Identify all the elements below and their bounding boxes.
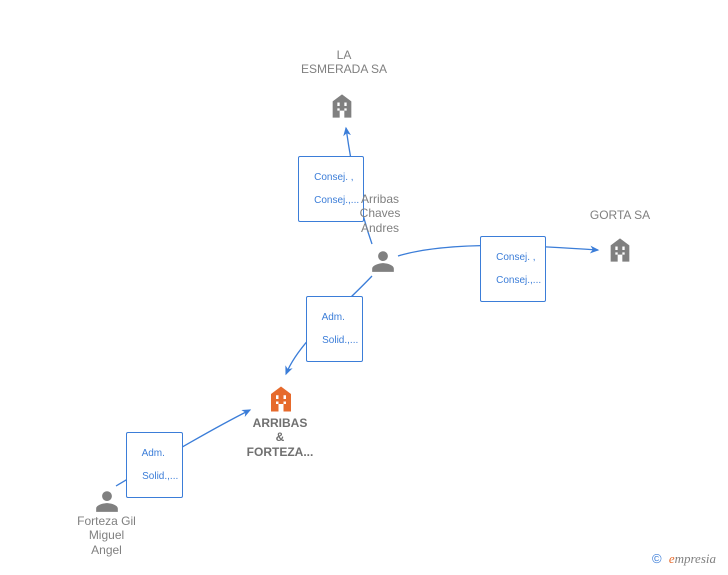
node-la-esmerada[interactable]: [328, 92, 356, 123]
network-diagram: Consej. , Consej.,... Consej. , Consej.,…: [0, 0, 728, 575]
node-label-line: &: [230, 430, 330, 444]
edge-label-line: Consej. ,: [496, 252, 535, 263]
edge-label-line: Consej. ,: [314, 172, 353, 183]
node-label-line: ARRIBAS: [230, 416, 330, 430]
node-gorta[interactable]: [606, 236, 634, 267]
building-icon: [606, 236, 634, 264]
node-label-line: FORTEZA...: [230, 445, 330, 459]
node-label-arribas-chaves: Arribas Chaves Andres: [350, 192, 410, 235]
copyright-symbol: ©: [652, 551, 662, 566]
node-label-line: Arribas: [350, 192, 410, 206]
edge-label-line: Solid.,...: [322, 335, 358, 346]
building-icon: [328, 92, 356, 120]
node-arribas-chaves[interactable]: [370, 248, 396, 277]
watermark: © empresia: [652, 551, 716, 567]
building-icon: [266, 384, 294, 412]
node-forteza-gil[interactable]: [94, 488, 120, 517]
node-label-line: Miguel: [64, 528, 149, 542]
node-label-gorta: GORTA SA: [578, 208, 662, 222]
edge-label-e3[interactable]: Adm. Solid.,...: [306, 296, 363, 362]
node-arribas-forteza[interactable]: [266, 384, 294, 417]
person-icon: [370, 248, 396, 274]
person-icon: [94, 488, 120, 514]
edge-label-e4[interactable]: Adm. Solid.,...: [126, 432, 183, 498]
node-label-la-esmerada: LA ESMERADA SA: [298, 48, 390, 77]
edge-label-line: Consej.,...: [496, 275, 541, 286]
edge-label-line: Adm.: [322, 312, 345, 323]
node-label-arribas-forteza: ARRIBAS & FORTEZA...: [230, 416, 330, 459]
edge-label-line: Solid.,...: [142, 471, 178, 482]
edge-label-line: Adm.: [142, 448, 165, 459]
node-label-line: Forteza Gil: [64, 514, 149, 528]
node-label-line: Chaves: [350, 206, 410, 220]
brand-rest: mpresia: [675, 551, 716, 566]
node-label-line: LA: [298, 48, 390, 62]
node-label-line: Angel: [64, 543, 149, 557]
node-label-line: GORTA SA: [578, 208, 662, 222]
node-label-forteza-gil: Forteza Gil Miguel Angel: [64, 514, 149, 557]
edge-label-e2[interactable]: Consej. , Consej.,...: [480, 236, 546, 302]
node-label-line: Andres: [350, 221, 410, 235]
node-label-line: ESMERADA SA: [298, 62, 390, 76]
